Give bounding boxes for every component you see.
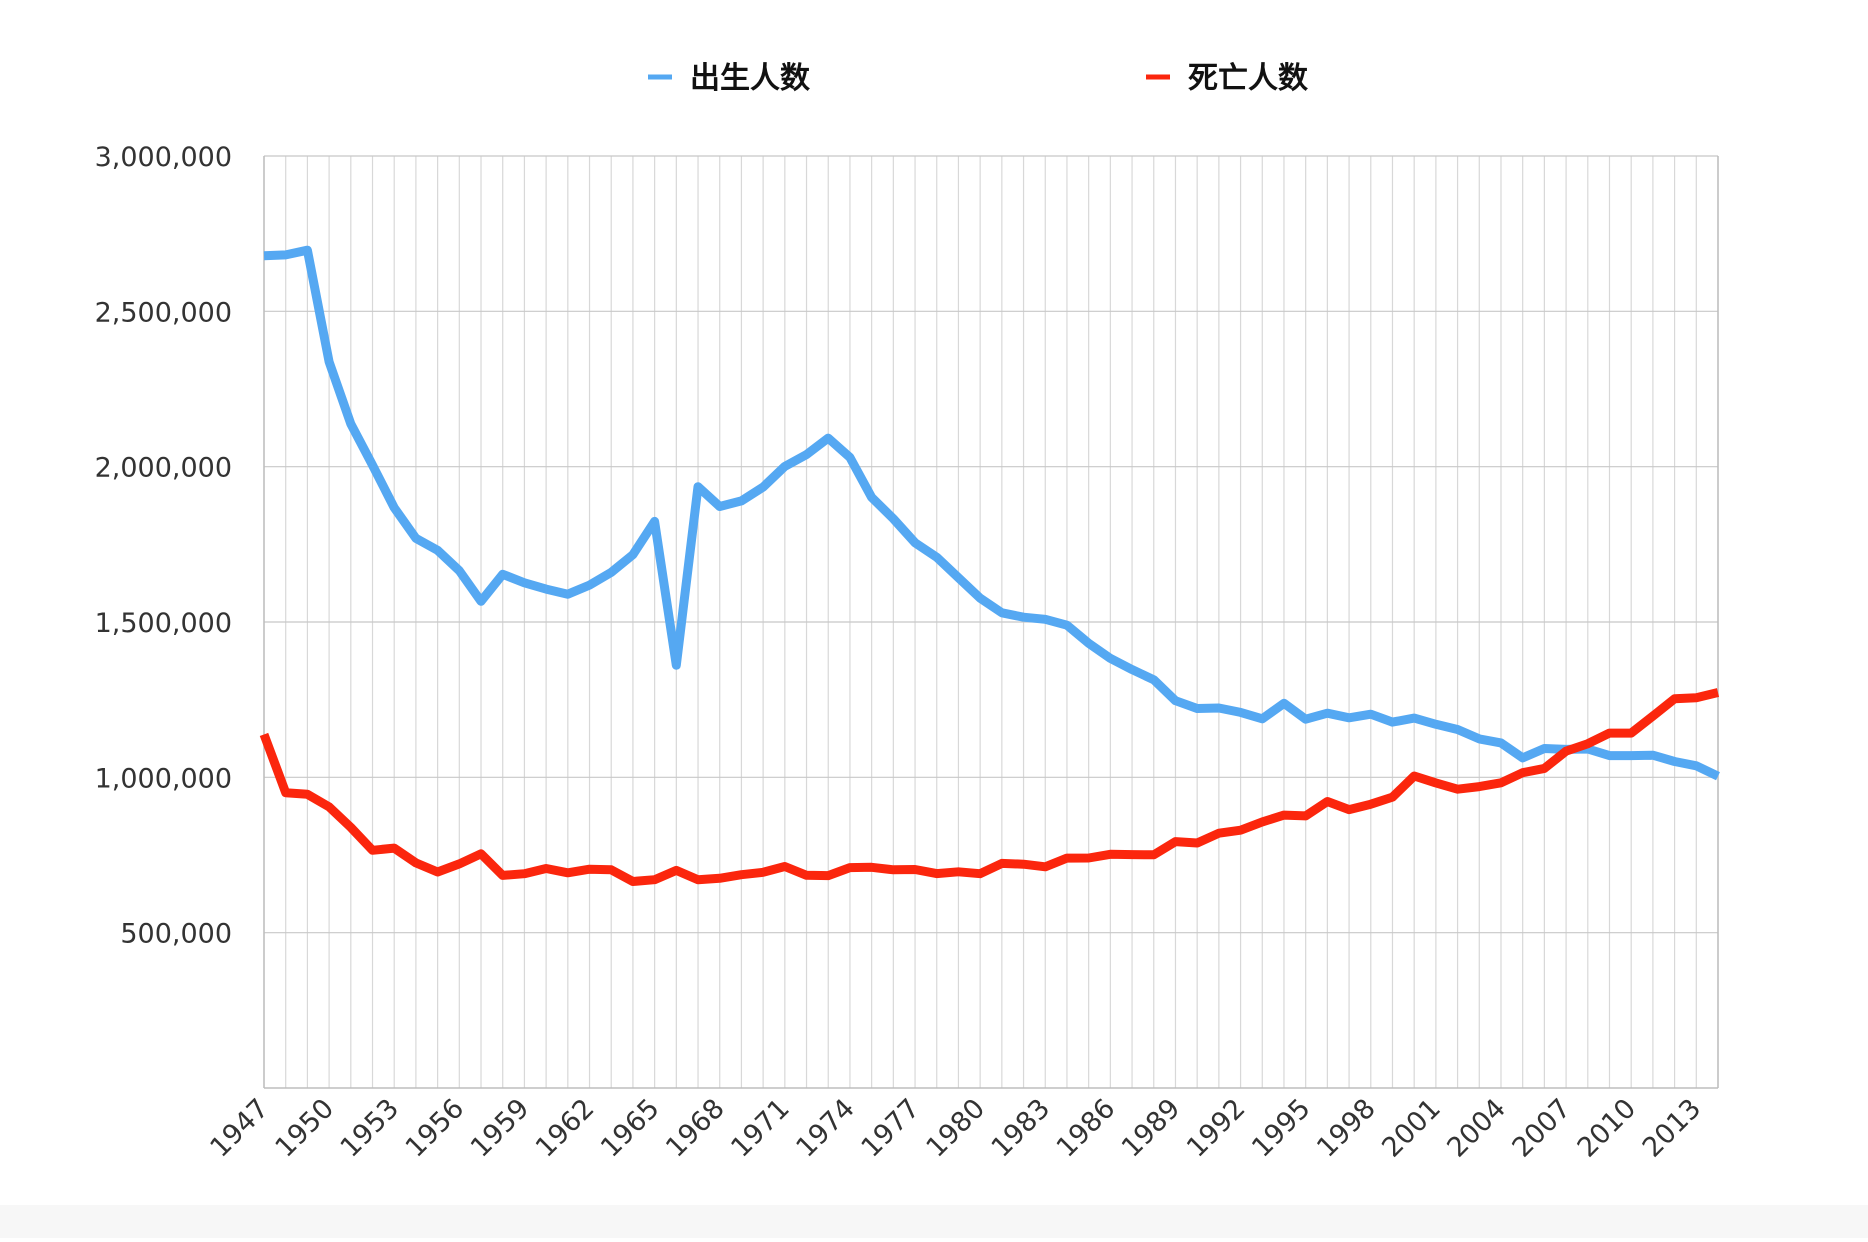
x-tick-label: 1989: [1116, 1093, 1187, 1164]
y-tick-label: 2,000,000: [95, 453, 232, 484]
series-line-deaths: [259, 688, 1720, 886]
x-tick-label: 1992: [1181, 1093, 1252, 1164]
legend-label-births: 出生人数: [690, 61, 811, 96]
x-tick-label: 1974: [790, 1093, 861, 1164]
series-lines: [259, 245, 1720, 886]
x-tick-label: 1947: [204, 1093, 275, 1164]
y-tick-label: 3,000,000: [95, 142, 232, 173]
x-tick-label: 2001: [1376, 1093, 1447, 1164]
x-tick-label: 1977: [855, 1093, 926, 1164]
x-tick-label: 1959: [465, 1093, 536, 1164]
x-tick-label: 1995: [1246, 1093, 1317, 1164]
x-tick-label: 1971: [725, 1093, 796, 1164]
x-tick-label: 1998: [1311, 1093, 1382, 1164]
x-tick-label: 1962: [530, 1093, 601, 1164]
x-tick-label: 1953: [335, 1093, 406, 1164]
y-tick-label: 2,500,000: [95, 297, 232, 328]
x-tick-label: 1980: [921, 1093, 992, 1164]
y-tick-label: 500,000: [120, 919, 232, 950]
y-axis: 500,000 1,000,000 1,500,000 2,000,000 2,500,…: [95, 142, 232, 950]
bottom-strip: [0, 1205, 1868, 1238]
x-tick-label: 2004: [1441, 1093, 1512, 1164]
x-tick-label: 1983: [986, 1093, 1057, 1164]
legend-label-deaths: 死亡人数: [1188, 61, 1309, 96]
x-tick-label: 2013: [1637, 1093, 1708, 1164]
x-tick-label: 1956: [400, 1093, 471, 1164]
x-tick-label: 2010: [1572, 1093, 1643, 1164]
legend: 出生人数 死亡人数: [648, 61, 1309, 96]
grid: [263, 155, 1719, 1089]
x-tick-label: 1968: [660, 1093, 731, 1164]
y-tick-label: 1,000,000: [95, 763, 232, 794]
x-tick-label: 2007: [1507, 1093, 1578, 1164]
y-tick-label: 1,500,000: [95, 608, 232, 639]
x-tick-label: 1986: [1051, 1093, 1122, 1164]
series-line-births: [263, 245, 1720, 781]
x-axis: 1947195019531956195919621965196819711974…: [204, 1093, 1707, 1164]
x-tick-label: 1965: [595, 1093, 666, 1164]
x-tick-label: 1950: [270, 1093, 341, 1164]
